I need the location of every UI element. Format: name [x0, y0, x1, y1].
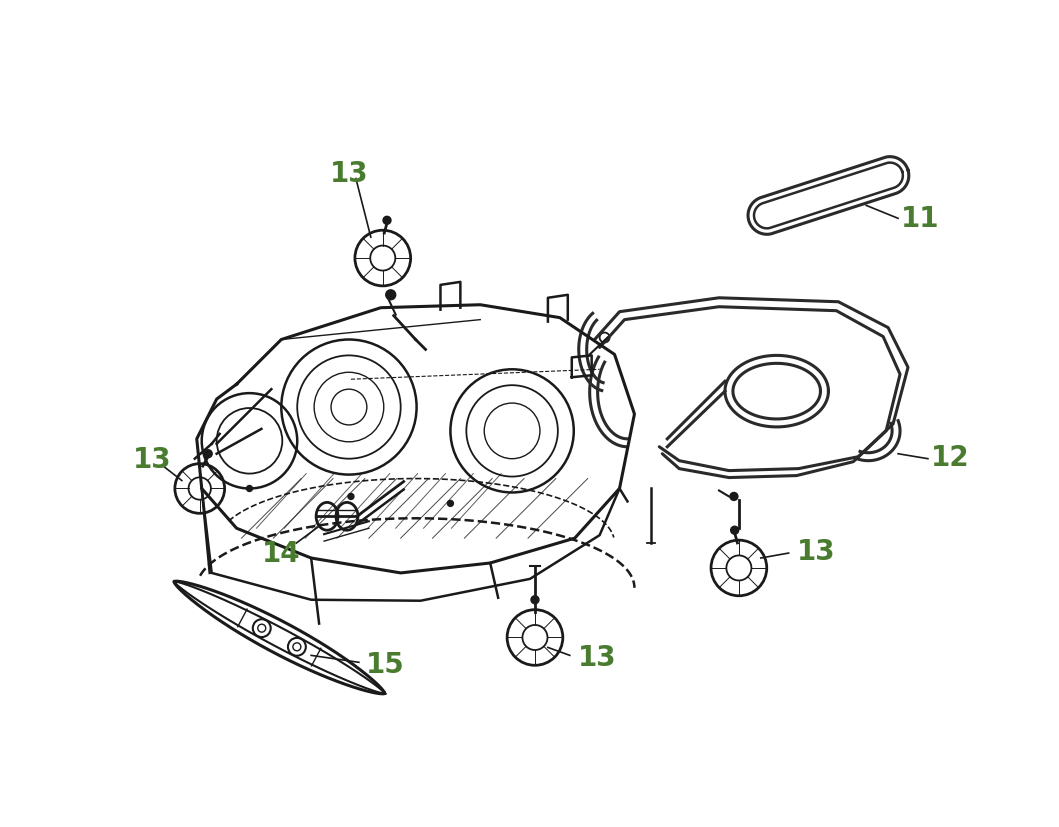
Circle shape	[531, 596, 539, 604]
Text: 14: 14	[262, 539, 301, 567]
Text: 12: 12	[931, 443, 969, 471]
Text: 11: 11	[901, 205, 939, 233]
Circle shape	[348, 494, 354, 500]
Circle shape	[204, 450, 212, 458]
Text: 13: 13	[796, 538, 836, 566]
Text: 15: 15	[365, 651, 405, 678]
Circle shape	[731, 527, 738, 534]
Text: 13: 13	[329, 160, 369, 188]
Text: 13: 13	[132, 445, 172, 473]
Circle shape	[448, 501, 453, 507]
Text: 13: 13	[578, 643, 616, 672]
Circle shape	[383, 217, 391, 225]
Circle shape	[247, 486, 252, 492]
Circle shape	[385, 290, 396, 300]
Circle shape	[730, 493, 738, 501]
